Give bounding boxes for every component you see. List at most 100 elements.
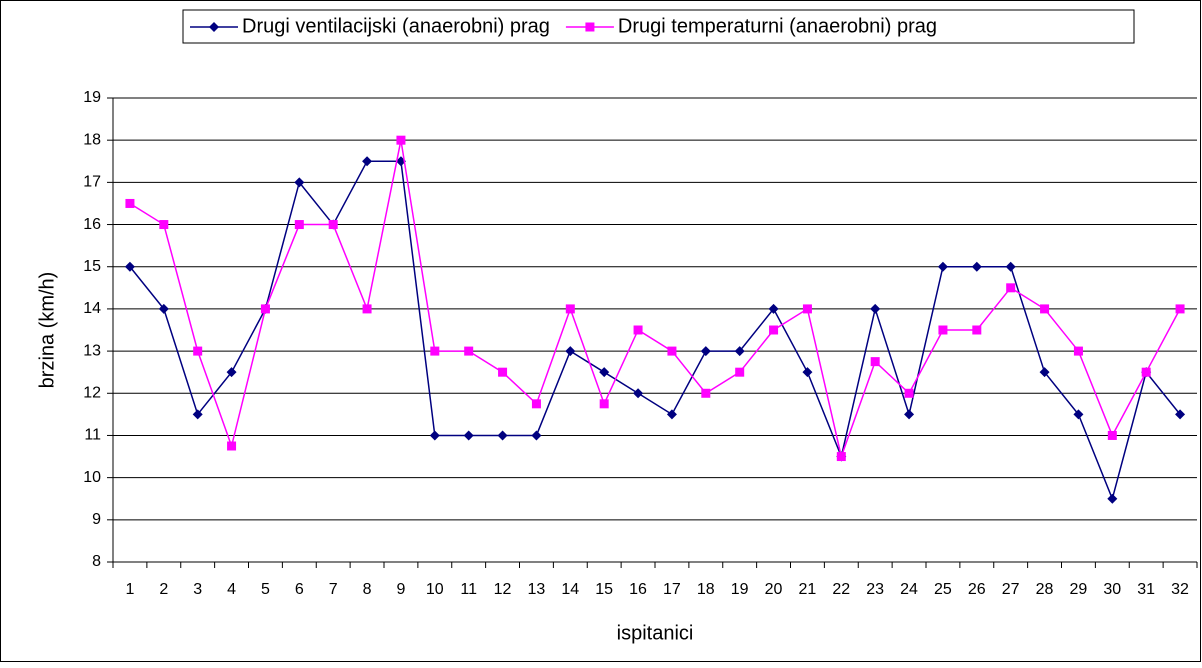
- x-tick-label: 32: [1171, 581, 1189, 598]
- square-marker: [633, 325, 643, 335]
- series-line: [129, 160, 1181, 502]
- y-tick-label: 16: [83, 216, 101, 233]
- diamond-marker: [226, 367, 237, 378]
- square-marker: [193, 346, 203, 356]
- diamond-marker: [870, 303, 881, 314]
- square-marker: [396, 135, 406, 145]
- x-tick-label: 24: [900, 581, 918, 598]
- square-marker: [362, 304, 372, 314]
- x-tick-label: 6: [295, 581, 304, 598]
- x-tick-label: 10: [426, 581, 444, 598]
- diamond-marker: [158, 303, 169, 314]
- x-tick-label: 12: [494, 581, 512, 598]
- x-tick-label: 15: [595, 581, 613, 598]
- diamond-marker: [633, 388, 644, 399]
- y-tick-label: 9: [92, 511, 101, 528]
- x-tick-label: 14: [561, 581, 579, 598]
- square-marker: [667, 346, 677, 356]
- square-marker: [498, 367, 508, 377]
- square-marker: [328, 220, 338, 230]
- diamond-marker: [192, 409, 203, 420]
- x-tick-label: 26: [968, 581, 986, 598]
- x-tick-label: 27: [1002, 581, 1020, 598]
- diamond-marker: [209, 22, 219, 32]
- legend-label: Drugi temperaturni (anaerobni) prag: [618, 15, 937, 37]
- x-tick-label: 31: [1137, 581, 1155, 598]
- square-marker: [836, 452, 846, 462]
- square-marker: [294, 220, 304, 230]
- square-marker: [1141, 367, 1151, 377]
- square-marker: [1073, 346, 1083, 356]
- x-tick-label: 17: [663, 581, 681, 598]
- legend-box: [182, 9, 1135, 44]
- square-marker: [260, 304, 270, 314]
- x-tick-label: 20: [765, 581, 783, 598]
- diamond-marker: [1107, 493, 1118, 504]
- diamond-marker: [734, 346, 745, 357]
- square-marker: [769, 325, 779, 335]
- square-marker: [904, 388, 914, 398]
- diamond-marker: [802, 367, 813, 378]
- x-axis-label: ispitanici: [617, 622, 694, 644]
- diamond-marker: [700, 346, 711, 357]
- diamond-marker: [1073, 409, 1084, 420]
- y-tick-label: 19: [83, 89, 101, 106]
- diamond-marker: [937, 261, 948, 272]
- diamond-marker: [463, 430, 474, 441]
- series-line: [129, 140, 1181, 460]
- diamond-marker: [1175, 409, 1186, 420]
- square-marker: [701, 388, 711, 398]
- x-tick-label: 4: [227, 581, 236, 598]
- square-marker: [870, 357, 880, 367]
- x-tick-label: 18: [697, 581, 715, 598]
- y-axis-label: brzina (km/h): [36, 272, 58, 389]
- square-marker: [464, 346, 474, 356]
- y-tick-label: 8: [92, 553, 101, 570]
- x-tick-label: 25: [934, 581, 952, 598]
- diamond-marker: [599, 367, 610, 378]
- x-tick-label: 3: [193, 581, 202, 598]
- diamond-marker: [1005, 261, 1016, 272]
- diamond-marker: [531, 430, 542, 441]
- x-tick-label: 21: [799, 581, 817, 598]
- x-tick-label: 5: [261, 581, 270, 598]
- square-marker: [430, 346, 440, 356]
- square-marker: [531, 399, 541, 409]
- square-marker: [1107, 430, 1117, 440]
- diamond-marker: [1039, 367, 1050, 378]
- square-marker: [938, 325, 948, 335]
- square-marker: [227, 441, 237, 451]
- square-marker: [599, 399, 609, 409]
- x-tick-label: 30: [1103, 581, 1121, 598]
- diamond-marker: [904, 409, 915, 420]
- x-tick-label: 1: [125, 581, 134, 598]
- y-tick-label: 11: [84, 427, 101, 444]
- square-marker: [972, 325, 982, 335]
- y-tick-label: 12: [83, 384, 101, 401]
- square-marker: [1040, 304, 1050, 314]
- x-tick-label: 16: [629, 581, 647, 598]
- square-marker: [565, 304, 575, 314]
- y-tick-label: 17: [83, 174, 101, 191]
- x-tick-label: 28: [1036, 581, 1054, 598]
- x-tick-label: 22: [832, 581, 850, 598]
- diamond-marker: [971, 261, 982, 272]
- legend-label: Drugi ventilacijski (anaerobni) prag: [242, 15, 550, 37]
- x-tick-label: 8: [363, 581, 372, 598]
- x-tick-label: 2: [159, 581, 168, 598]
- square-marker: [1006, 283, 1016, 293]
- y-tick-label: 18: [83, 131, 101, 148]
- diamond-marker: [294, 177, 305, 188]
- x-tick-label: 9: [396, 581, 405, 598]
- square-marker: [159, 220, 169, 230]
- x-tick-label: 13: [528, 581, 546, 598]
- x-tick-label: 23: [866, 581, 884, 598]
- square-marker: [735, 367, 745, 377]
- x-tick-label: 7: [329, 581, 338, 598]
- x-tick-label: 29: [1070, 581, 1088, 598]
- diamond-marker: [124, 261, 135, 272]
- diamond-marker: [768, 303, 779, 314]
